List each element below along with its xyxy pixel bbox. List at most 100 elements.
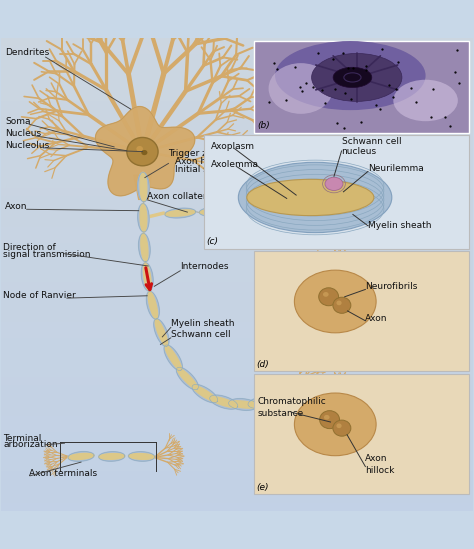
Polygon shape [210,395,238,409]
Polygon shape [234,209,264,215]
Polygon shape [266,212,297,219]
Polygon shape [140,172,147,201]
Bar [0,38,474,46]
Bar [0,479,474,487]
Bar [0,274,474,282]
Bar [0,338,474,345]
Text: Axon terminals: Axon terminals [29,469,97,478]
Polygon shape [176,367,198,390]
Bar [0,353,474,361]
Ellipse shape [294,393,376,456]
Ellipse shape [333,68,372,87]
Text: substance: substance [257,409,303,418]
FancyBboxPatch shape [254,374,469,494]
Text: Schwann cell: Schwann cell [171,330,230,339]
Bar [0,290,474,298]
Bar [0,117,474,125]
Polygon shape [248,399,277,406]
Polygon shape [146,292,159,319]
Bar [0,125,474,133]
Bar [0,70,474,77]
Bar [0,259,474,267]
Polygon shape [192,385,218,402]
Bar [0,487,474,495]
Ellipse shape [325,177,343,191]
FancyBboxPatch shape [254,41,469,133]
Ellipse shape [137,146,143,152]
Bar [0,432,474,440]
Bar [0,503,474,511]
Polygon shape [177,368,198,389]
Text: Neurilemma: Neurilemma [368,164,424,173]
Text: Axon hillock: Axon hillock [174,158,229,166]
Text: Nucleolus: Nucleolus [5,141,50,150]
Bar [0,235,474,243]
Text: Axon: Axon [5,202,28,211]
Text: Chromatophilic: Chromatophilic [257,397,326,406]
Ellipse shape [141,150,147,155]
Bar [0,329,474,338]
Ellipse shape [324,415,329,419]
FancyBboxPatch shape [204,135,469,249]
Polygon shape [140,204,147,232]
Bar [0,298,474,306]
Bar [0,196,474,204]
Bar [0,306,474,314]
Bar [0,172,474,180]
Text: nucleus: nucleus [342,147,377,156]
Ellipse shape [319,288,338,306]
Polygon shape [128,452,155,461]
Bar [0,180,474,188]
Ellipse shape [294,270,376,333]
Polygon shape [99,452,125,461]
Bar [0,369,474,377]
Text: Axolemma: Axolemma [211,160,259,169]
Text: Myelin sheath: Myelin sheath [368,221,431,230]
Bar [0,472,474,479]
Ellipse shape [337,423,342,428]
Polygon shape [228,399,258,410]
Text: (d): (d) [256,360,269,369]
Bar [0,86,474,93]
Text: (e): (e) [256,483,269,491]
Bar [0,133,474,141]
Bar [0,322,474,329]
Bar [0,188,474,196]
Text: Axoplasm: Axoplasm [211,142,255,150]
Bar [0,109,474,117]
Polygon shape [141,233,148,262]
Text: Neurofibrils: Neurofibrils [365,282,418,292]
Bar [0,424,474,432]
Bar [0,93,474,101]
Ellipse shape [238,163,392,233]
Bar [0,314,474,322]
Bar [0,77,474,86]
Text: Internodes: Internodes [180,262,229,271]
Bar [0,46,474,54]
Bar [0,401,474,408]
Bar [0,251,474,259]
Bar [0,448,474,456]
Text: Initial segment: Initial segment [174,165,243,175]
Bar [0,463,474,472]
Ellipse shape [269,63,333,114]
Polygon shape [96,107,195,196]
Polygon shape [155,319,168,346]
Polygon shape [68,453,94,460]
Bar [0,393,474,401]
Bar [0,148,474,156]
Polygon shape [267,389,294,402]
Bar [0,141,474,148]
Text: Soma: Soma [5,117,31,126]
Polygon shape [267,388,294,403]
Text: Direction of: Direction of [3,243,56,252]
Text: (b): (b) [257,121,270,130]
Polygon shape [148,292,157,319]
Ellipse shape [319,411,339,429]
Bar [0,156,474,164]
Polygon shape [138,233,150,262]
Bar [0,456,474,463]
Text: Schwann cell: Schwann cell [342,137,401,146]
Polygon shape [248,396,277,408]
Ellipse shape [333,420,351,436]
